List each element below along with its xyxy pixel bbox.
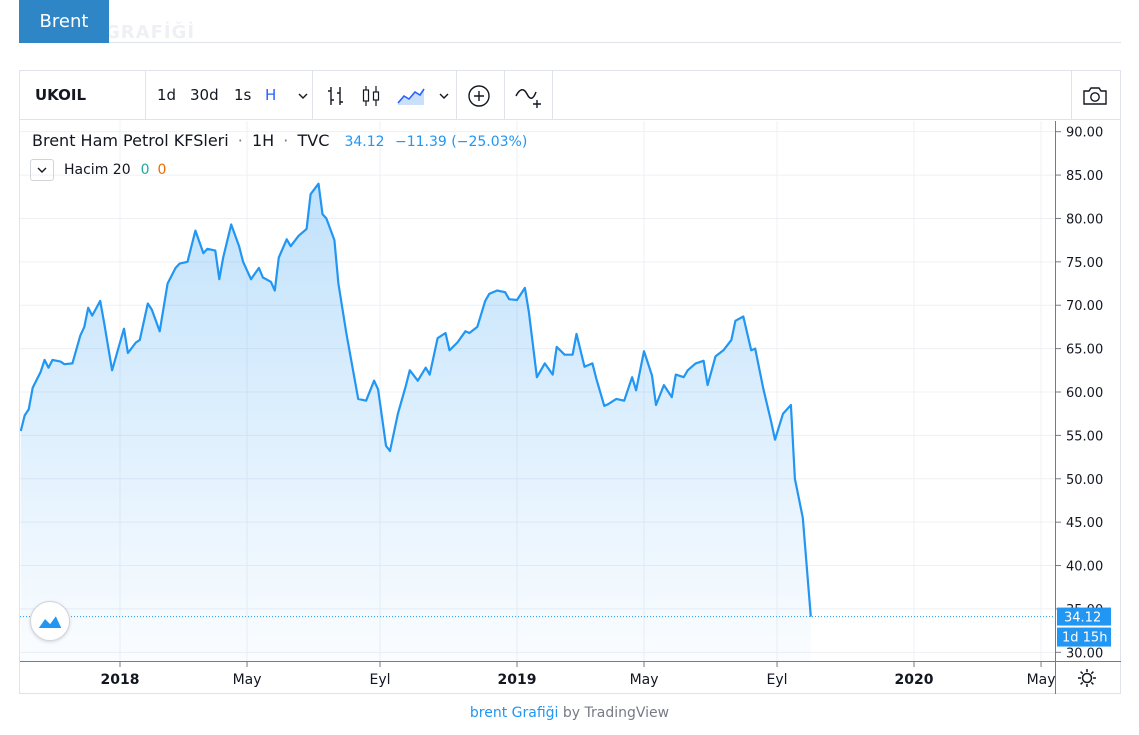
- legend-last-value: 34.12: [344, 134, 385, 150]
- toolbar-divider: [456, 71, 457, 120]
- chevron-down-icon[interactable]: [431, 83, 457, 109]
- legend-interval: 1H: [251, 131, 275, 150]
- axis-settings-corner: [1055, 661, 1121, 694]
- series-area-fill: [20, 183, 811, 661]
- toolbar-divider: [312, 71, 313, 120]
- price-tick-label: 90.00: [1066, 126, 1103, 141]
- volume-value-down: 0: [157, 162, 167, 178]
- volume-value-up: 0: [140, 162, 150, 178]
- price-tick-label: 65.00: [1066, 343, 1103, 358]
- interval-h-button[interactable]: H: [265, 86, 277, 104]
- symbol-label[interactable]: UKOIL: [35, 86, 87, 104]
- camera-icon[interactable]: [1081, 83, 1109, 109]
- price-tick-label: 30.00: [1066, 646, 1103, 661]
- legend-source: TVC: [297, 131, 330, 150]
- price-tick-label: 50.00: [1066, 473, 1103, 488]
- price-axis-labels: 30.0035.0040.0045.0050.0055.0060.0065.00…: [1056, 126, 1111, 661]
- price-chart: [19, 121, 1055, 661]
- footer: brent Grafiği by TradingView: [0, 705, 1139, 721]
- toolbar-divider: [504, 71, 505, 120]
- candlestick-icon[interactable]: [358, 83, 384, 109]
- volume-legend: Hacim 20 0 0: [30, 159, 166, 181]
- toolbar-divider: [552, 71, 553, 120]
- countdown-badge: [1057, 627, 1111, 647]
- time-tick-label: 2019: [498, 672, 537, 688]
- tradingview-logo-icon: [37, 613, 63, 629]
- chevron-down-icon[interactable]: [290, 83, 316, 109]
- price-tick-label: 75.00: [1066, 256, 1103, 271]
- interval-1d-button[interactable]: 1d: [157, 86, 177, 104]
- footer-link[interactable]: brent Grafiği: [469, 705, 559, 721]
- time-tick-label: May: [1027, 672, 1055, 688]
- plus-circle-icon[interactable]: [466, 83, 492, 109]
- interval-30d-button[interactable]: 30d: [190, 86, 219, 104]
- price-axis[interactable]: 30.0035.0040.0045.0050.0055.0060.0065.00…: [1055, 121, 1121, 661]
- legend-symbol-name: Brent Ham Petrol KFSleri: [32, 131, 229, 150]
- time-tick-label: May: [233, 672, 262, 688]
- gear-icon[interactable]: [1076, 667, 1098, 689]
- time-axis-labels: 2018 May Eyl 2019 May Eyl 2020 May: [101, 662, 1056, 688]
- price-tick-label: 80.00: [1066, 212, 1103, 227]
- price-tick-label: 60.00: [1066, 386, 1103, 401]
- chart-plot-area[interactable]: [19, 121, 1055, 661]
- chart-legend-title: Brent Ham Petrol KFSleri · 1H · TVC 34.1…: [32, 131, 527, 150]
- time-axis[interactable]: 2018 May Eyl 2019 May Eyl 2020 May: [20, 661, 1056, 694]
- toolbar-divider: [145, 71, 146, 120]
- time-tick-label: 2018: [101, 672, 140, 688]
- volume-label: Hacim 20: [64, 162, 131, 178]
- countdown-badge-label: 1d 15h: [1062, 631, 1107, 646]
- legend-change: −11.39 (−25.03%): [395, 134, 528, 150]
- interval-1s-button[interactable]: 1s: [234, 86, 252, 104]
- time-tick-label: May: [630, 672, 659, 688]
- price-tick-label: 70.00: [1066, 299, 1103, 314]
- tradingview-logo-button[interactable]: [30, 601, 70, 641]
- time-tick-label: Eyl: [370, 672, 391, 688]
- time-tick-label: Eyl: [767, 672, 788, 688]
- time-tick-label: 2020: [895, 672, 934, 688]
- tab-brent[interactable]: Brent: [19, 0, 109, 43]
- indicator-icon[interactable]: [514, 83, 544, 109]
- legend-dot-separator: ·: [237, 131, 243, 150]
- series-line: [19, 182, 812, 617]
- footer-by: by TradingView: [562, 705, 670, 721]
- last-price-badge: [1057, 607, 1111, 626]
- area-chart-icon[interactable]: [396, 83, 426, 109]
- legend-dot-separator: ·: [283, 131, 289, 150]
- chart-widget: UKOIL 1d 30d 1s H: [19, 70, 1121, 694]
- price-tick-label: 45.00: [1066, 516, 1103, 531]
- toolbar-divider: [1071, 71, 1072, 120]
- price-tick-label: 85.00: [1066, 169, 1103, 184]
- last-price-badge-label: 34.12: [1064, 611, 1101, 626]
- bar-chart-icon[interactable]: [323, 83, 349, 109]
- price-tick-label: 55.00: [1066, 429, 1103, 444]
- chevron-down-icon: [37, 167, 47, 173]
- chart-toolbar: UKOIL 1d 30d 1s H: [20, 71, 1120, 120]
- price-tick-label: 40.00: [1066, 560, 1103, 575]
- tab-ghost-label: GRAFİĞİ: [105, 22, 196, 43]
- legend-toggle-button[interactable]: [30, 159, 54, 181]
- tab-bar: GRAFİĞİ Brent: [19, 0, 1121, 43]
